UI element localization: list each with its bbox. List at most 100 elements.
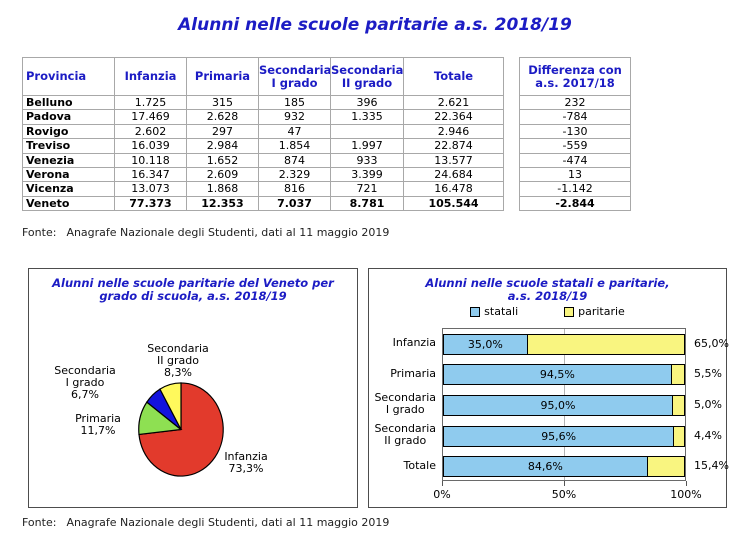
cell-diff: -1.142	[519, 181, 631, 197]
cell-infanzia: 16.347	[114, 167, 187, 183]
bar-category-text: Secondaria II grado	[374, 422, 436, 448]
cell-secondaria-1: 816	[258, 181, 331, 197]
bar-value-label-paritarie: 5,0%	[694, 397, 722, 411]
pie-label-infanzia: Infanzia 73,3%	[224, 450, 268, 475]
x-axis-tick-mark	[442, 481, 443, 486]
cell-diff: 13	[519, 167, 631, 183]
cell-totale: 22.874	[403, 138, 504, 154]
cell-secondaria-1: 1.854	[258, 138, 331, 154]
cell-provincia: Rovigo	[22, 123, 115, 140]
bar-category-text: Secondaria I grado	[374, 391, 436, 417]
x-axis-tick-label: 100%	[670, 488, 702, 501]
bar-category-label: Totale	[371, 450, 436, 481]
bar-category-text: Totale	[403, 458, 436, 472]
pie-chart-title: Alunni nelle scuole paritarie del Veneto…	[52, 276, 334, 303]
bar-value-label-statali: 84,6%	[527, 460, 563, 474]
cell-provincia: Treviso	[22, 138, 115, 154]
statali-swatch-icon	[470, 306, 481, 317]
cell-provincia: Veneto	[22, 195, 115, 212]
cell-diff: -130	[519, 123, 631, 140]
source-note-top: Fonte: Anagrafe Nazionale degli Studenti,…	[22, 226, 389, 239]
x-axis-tick-mark	[564, 481, 565, 486]
cell-infanzia: 16.039	[114, 138, 187, 154]
legend-item-paritarie: paritarie	[564, 305, 625, 318]
x-axis-tick-label: 0%	[433, 488, 451, 501]
diff-row-rovigo: -130	[519, 123, 631, 140]
diff-row-vicenza: -1.142	[519, 181, 631, 197]
legend-item-statali: statali	[470, 305, 518, 318]
diff-row-belluno: 232	[519, 94, 631, 111]
diff-row-veneto-total: -2.844	[519, 195, 631, 212]
cell-secondaria-1: 185	[258, 94, 331, 111]
table-header-row: Provincia Infanzia Primaria Secondaria I…	[22, 57, 504, 96]
pie-chart-box: Alunni nelle scuole paritarie del Veneto…	[28, 268, 358, 508]
cell-infanzia: 13.073	[114, 181, 187, 197]
col-header-secondaria-2: Secondaria II grado	[330, 57, 404, 96]
cell-totale: 24.684	[403, 167, 504, 183]
legend-label-paritarie: paritarie	[578, 305, 625, 318]
bar-segment-statali	[443, 364, 672, 386]
bar-segment-paritarie	[671, 364, 685, 386]
bar-category-text: Infanzia	[392, 336, 436, 350]
bar-category-label: Secondaria II grado	[371, 420, 436, 451]
cell-diff: 232	[519, 94, 631, 111]
pie-label-secondaria-1: Secondaria I grado 6,7%	[54, 364, 116, 401]
table-row-venezia: Venezia 10.118 1.652 874 933 13.577	[22, 152, 504, 169]
cell-secondaria-1: 2.329	[258, 167, 331, 183]
cell-diff: -2.844	[519, 195, 631, 212]
bar-category-label: Primaria	[371, 359, 436, 390]
bar-chart-box: Alunni nelle scuole statali e paritarie,…	[368, 268, 729, 508]
cell-provincia: Vicenza	[22, 181, 115, 197]
diff-row-treviso: -559	[519, 138, 631, 154]
pie-chart	[137, 381, 225, 478]
cell-infanzia: 17.469	[114, 109, 187, 125]
source-label: Fonte:	[22, 516, 57, 529]
source-text: Anagrafe Nazionale degli Studenti, dati …	[66, 226, 390, 239]
table-row-veneto-total: Veneto 77.373 12.353 7.037 8.781 105.544	[22, 195, 504, 212]
table-row-treviso: Treviso 16.039 2.984 1.854 1.997 22.874	[22, 138, 504, 154]
cell-primaria: 12.353	[186, 195, 259, 212]
page-title: Alunni nelle scuole paritarie a.s. 2018/…	[178, 15, 572, 35]
x-axis-tick-label: 50%	[551, 488, 577, 501]
cell-diff: -559	[519, 138, 631, 154]
cell-totale: 22.364	[403, 109, 504, 125]
diff-row-verona: 13	[519, 167, 631, 183]
chart-legend: statali paritarie	[369, 305, 726, 318]
cell-totale: 16.478	[403, 181, 504, 197]
col-header-totale: Totale	[403, 57, 504, 96]
cell-primaria: 2.984	[186, 138, 259, 154]
cell-secondaria-2: 721	[330, 181, 404, 197]
table-row-belluno: Belluno 1.725 315 185 396 2.621	[22, 94, 504, 111]
cell-secondaria-2: 396	[330, 94, 404, 111]
bar-value-label-paritarie: 65,0%	[694, 336, 729, 350]
cell-primaria: 1.868	[186, 181, 259, 197]
diff-row-venezia: -474	[519, 152, 631, 169]
cell-secondaria-2: 933	[330, 152, 404, 169]
cell-primaria: 315	[186, 94, 259, 111]
pie-label-primaria: Primaria 11,7%	[75, 412, 121, 437]
bar-segment-paritarie	[527, 333, 685, 355]
bar-segment-statali	[443, 425, 675, 447]
cell-totale: 2.946	[403, 123, 504, 140]
col-header-primaria: Primaria	[186, 57, 259, 96]
cell-diff: -784	[519, 109, 631, 125]
bar-chart-title: Alunni nelle scuole statali e paritarie,…	[425, 276, 670, 303]
cell-secondaria-1: 7.037	[258, 195, 331, 212]
cell-secondaria-2: 3.399	[330, 167, 404, 183]
cell-secondaria-2: 1.335	[330, 109, 404, 125]
pie-label-secondaria-2: Secondaria II grado 8,3%	[147, 342, 209, 379]
source-label: Fonte:	[22, 226, 57, 239]
cell-provincia: Verona	[22, 167, 115, 183]
bar-value-label-statali: 35,0%	[467, 337, 503, 351]
cell-secondaria-2: 1.997	[330, 138, 404, 154]
x-axis-tick-mark	[686, 481, 687, 486]
bar-segment-statali	[443, 456, 648, 478]
bar-category-label: Secondaria I grado	[371, 389, 436, 420]
cell-secondaria-2: 8.781	[330, 195, 404, 212]
col-header-infanzia: Infanzia	[114, 57, 187, 96]
bar-segment-statali	[443, 333, 528, 355]
col-header-secondaria-1: Secondaria I grado	[258, 57, 331, 96]
cell-secondaria-2	[330, 123, 404, 140]
bar-value-label-paritarie: 4,4%	[694, 428, 722, 442]
col-header-provincia: Provincia	[22, 57, 115, 96]
